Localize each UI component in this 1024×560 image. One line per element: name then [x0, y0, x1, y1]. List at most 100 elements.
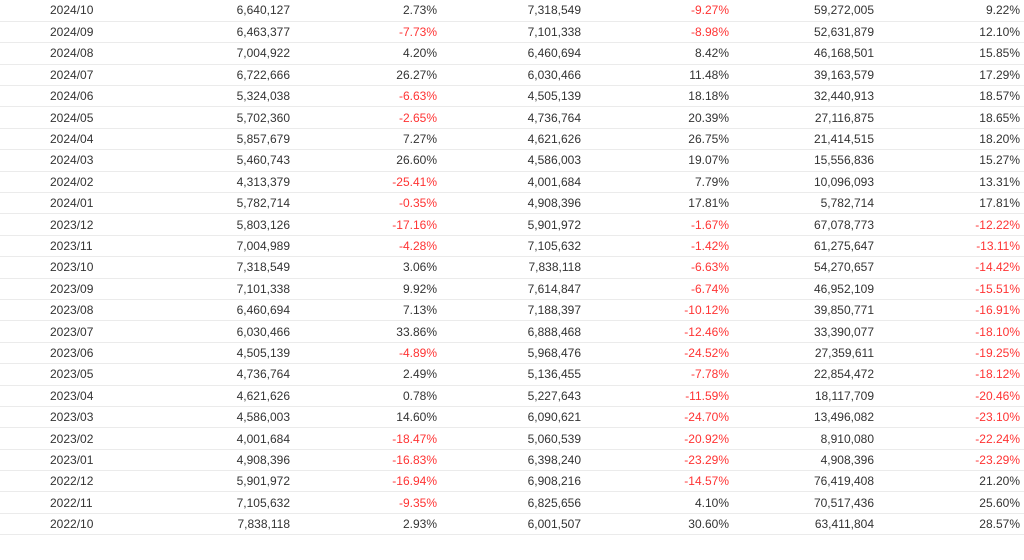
table-row: 2024/08 7,004,922 4.20% 6,460,694 8.42% 46,16…	[0, 42, 1024, 65]
cell-monthly-value: 5,460,743	[164, 149, 294, 172]
cell-mom-change: -9.35%	[294, 491, 441, 514]
cell-yoy-change: -1.67%	[585, 213, 733, 236]
cell-month: 2023/09	[0, 278, 164, 300]
cell-cumulative-value: 27,116,875	[733, 106, 878, 129]
table-row: 2023/03 4,586,003 14.60% 6,090,621 -24.70% 13…	[0, 406, 1024, 429]
cell-cumulative-value: 18,117,709	[733, 385, 878, 407]
cell-cumulative-yoy-change: 15.27%	[878, 149, 1024, 172]
cell-yoy-change: 26.75%	[585, 128, 733, 151]
cell-prior-year-value: 7,188,397	[441, 299, 585, 322]
cell-cumulative-value: 22,854,472	[733, 363, 878, 386]
cell-cumulative-value: 70,517,436	[733, 491, 878, 514]
cell-mom-change: -0.35%	[294, 192, 441, 215]
cell-cumulative-value: 46,952,109	[733, 278, 878, 300]
cell-yoy-change: 17.81%	[585, 192, 733, 215]
cell-monthly-value: 7,838,118	[164, 513, 294, 536]
cell-mom-change: -25.41%	[294, 171, 441, 194]
cell-cumulative-yoy-change: -23.10%	[878, 406, 1024, 429]
cell-prior-year-value: 6,888,468	[441, 320, 585, 343]
cell-month: 2023/06	[0, 342, 164, 365]
cell-monthly-value: 5,702,360	[164, 106, 294, 129]
cell-prior-year-value: 5,060,539	[441, 427, 585, 450]
cell-mom-change: 3.06%	[294, 256, 441, 279]
cell-monthly-value: 6,640,127	[164, 0, 294, 22]
cell-prior-year-value: 4,621,626	[441, 128, 585, 151]
monthly-revenue-page: 2024/10 6,640,127 2.73% 7,318,549 -9.27% 59,2…	[0, 0, 1024, 536]
cell-prior-year-value: 7,838,118	[441, 256, 585, 279]
cell-prior-year-value: 5,968,476	[441, 342, 585, 365]
cell-monthly-value: 5,901,972	[164, 470, 294, 493]
cell-cumulative-yoy-change: -16.91%	[878, 299, 1024, 322]
cell-prior-year-value: 6,908,216	[441, 470, 585, 493]
cell-month: 2023/12	[0, 213, 164, 236]
cell-mom-change: 26.27%	[294, 64, 441, 87]
cell-yoy-change: 7.79%	[585, 171, 733, 194]
cell-yoy-change: -23.29%	[585, 449, 733, 472]
cell-monthly-value: 6,722,666	[164, 64, 294, 87]
cell-month: 2024/03	[0, 149, 164, 172]
cell-month: 2023/01	[0, 449, 164, 472]
cell-cumulative-yoy-change: 18.65%	[878, 106, 1024, 129]
cell-cumulative-yoy-change: 21.20%	[878, 470, 1024, 493]
cell-mom-change: 4.20%	[294, 42, 441, 65]
table-row: 2023/05 4,736,764 2.49% 5,136,455 -7.78% 22,8…	[0, 363, 1024, 386]
cell-monthly-value: 7,318,549	[164, 256, 294, 279]
cell-mom-change: 7.13%	[294, 299, 441, 322]
cell-cumulative-yoy-change: -13.11%	[878, 235, 1024, 258]
cell-cumulative-yoy-change: 13.31%	[878, 171, 1024, 194]
table-row: 2023/02 4,001,684 -18.47% 5,060,539 -20.92% 8…	[0, 427, 1024, 450]
cell-mom-change: 33.86%	[294, 320, 441, 343]
table-row: 2023/09 7,101,338 9.92% 7,614,847 -6.74% 46,9…	[0, 278, 1024, 300]
cell-monthly-value: 5,857,679	[164, 128, 294, 151]
cell-yoy-change: -11.59%	[585, 385, 733, 407]
cell-month: 2024/05	[0, 106, 164, 129]
cell-cumulative-value: 21,414,515	[733, 128, 878, 151]
cell-cumulative-value: 10,096,093	[733, 171, 878, 194]
cell-cumulative-yoy-change: -18.10%	[878, 320, 1024, 343]
cell-mom-change: -4.89%	[294, 342, 441, 365]
cell-yoy-change: 11.48%	[585, 64, 733, 87]
cell-cumulative-yoy-change: -22.24%	[878, 427, 1024, 450]
table-row: 2024/07 6,722,666 26.27% 6,030,466 11.48% 39,…	[0, 64, 1024, 87]
cell-prior-year-value: 7,101,338	[441, 21, 585, 44]
cell-yoy-change: -24.52%	[585, 342, 733, 365]
cell-month: 2024/10	[0, 0, 164, 22]
cell-prior-year-value: 6,460,694	[441, 42, 585, 65]
cell-cumulative-value: 33,390,077	[733, 320, 878, 343]
cell-mom-change: -4.28%	[294, 235, 441, 258]
table-row: 2023/01 4,908,396 -16.83% 6,398,240 -23.29% 4…	[0, 449, 1024, 472]
cell-cumulative-value: 46,168,501	[733, 42, 878, 65]
cell-yoy-change: -6.63%	[585, 256, 733, 279]
cell-prior-year-value: 7,105,632	[441, 235, 585, 258]
cell-cumulative-yoy-change: 18.20%	[878, 128, 1024, 151]
cell-cumulative-yoy-change: 17.81%	[878, 192, 1024, 215]
table-row: 2023/04 4,621,626 0.78% 5,227,643 -11.59% 18,…	[0, 385, 1024, 407]
cell-month: 2023/08	[0, 299, 164, 322]
table-row: 2024/03 5,460,743 26.60% 4,586,003 19.07% 15,…	[0, 149, 1024, 172]
cell-yoy-change: -1.42%	[585, 235, 733, 258]
cell-cumulative-yoy-change: -15.51%	[878, 278, 1024, 300]
cell-monthly-value: 4,505,139	[164, 342, 294, 365]
table-row: 2024/01 5,782,714 -0.35% 4,908,396 17.81% 5,7…	[0, 192, 1024, 215]
cell-yoy-change: 18.18%	[585, 85, 733, 108]
cell-mom-change: 26.60%	[294, 149, 441, 172]
cell-cumulative-yoy-change: -19.25%	[878, 342, 1024, 365]
cell-prior-year-value: 4,505,139	[441, 85, 585, 108]
cell-yoy-change: -7.78%	[585, 363, 733, 386]
cell-yoy-change: 30.60%	[585, 513, 733, 536]
cell-cumulative-value: 67,078,773	[733, 213, 878, 236]
cell-monthly-value: 5,324,038	[164, 85, 294, 108]
table-row: 2024/09 6,463,377 -7.73% 7,101,338 -8.98% 52,…	[0, 21, 1024, 44]
cell-cumulative-yoy-change: 28.57%	[878, 513, 1024, 536]
table-row: 2024/05 5,702,360 -2.65% 4,736,764 20.39% 27,…	[0, 106, 1024, 129]
cell-yoy-change: -10.12%	[585, 299, 733, 322]
cell-cumulative-yoy-change: -14.42%	[878, 256, 1024, 279]
cell-prior-year-value: 5,227,643	[441, 385, 585, 407]
cell-yoy-change: -20.92%	[585, 427, 733, 450]
cell-month: 2024/08	[0, 42, 164, 65]
cell-yoy-change: 8.42%	[585, 42, 733, 65]
table-row: 2023/08 6,460,694 7.13% 7,188,397 -10.12% 39,…	[0, 299, 1024, 322]
cell-cumulative-value: 5,782,714	[733, 192, 878, 215]
monthly-revenue-table: 2024/10 6,640,127 2.73% 7,318,549 -9.27% 59,2…	[0, 0, 1024, 536]
cell-monthly-value: 6,463,377	[164, 21, 294, 44]
